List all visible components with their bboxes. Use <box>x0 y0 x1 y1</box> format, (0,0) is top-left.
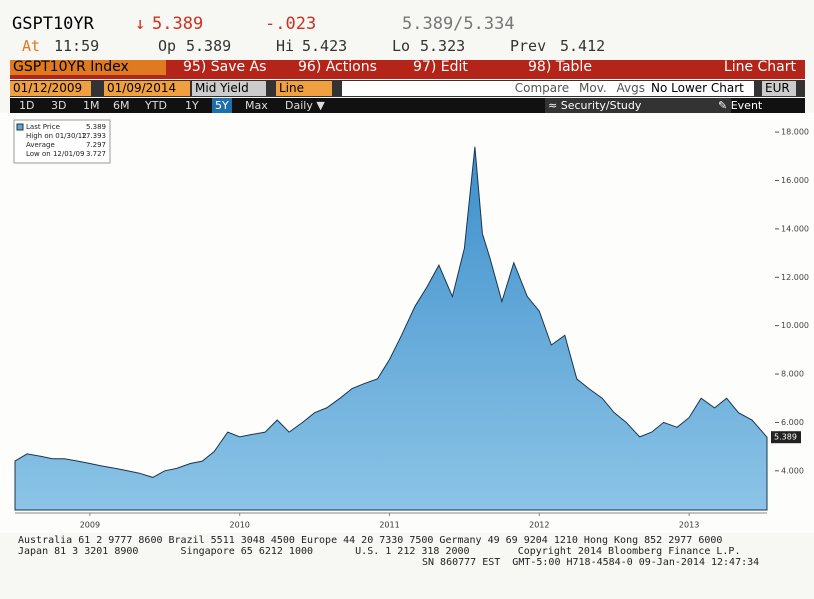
controls: 01/12/2009 01/09/2014 Mid Yield Line Com… <box>10 80 805 97</box>
y-tick-label: 4.000 <box>781 466 804 475</box>
legend-stat-label: High on 01/30/12 <box>26 132 87 140</box>
last-price-label: 5.389 <box>774 433 797 442</box>
legend-label: Last Price <box>26 123 60 131</box>
period-button[interactable]: 1M <box>83 99 100 112</box>
menu-item[interactable]: 95) Save As <box>183 59 267 75</box>
style[interactable]: Line <box>276 81 332 96</box>
menu-item[interactable]: 96) Actions <box>298 59 377 75</box>
compare-box[interactable]: Compare Mov. Avgs <box>342 81 648 96</box>
chart: 4.000 6.000 8.000 10.000 12.000 14.000 16.000 1… <box>0 113 814 533</box>
legend-swatch <box>16 123 24 131</box>
bid-ask: 5.389/5.334 <box>402 14 515 34</box>
open: 5.389 <box>186 37 232 55</box>
y-tick-label: 8.000 <box>781 370 804 379</box>
y-tick-label: 18.000 <box>781 128 809 137</box>
period-button[interactable]: YTD <box>145 99 167 112</box>
high: 5.423 <box>302 37 348 55</box>
period-button[interactable]: 1D <box>19 99 35 112</box>
lower-chart[interactable]: No Lower Chart <box>648 81 754 96</box>
y-tick-label: 10.000 <box>781 321 809 330</box>
period-button[interactable]: 3D <box>51 99 67 112</box>
last-price-tag <box>771 431 801 444</box>
end-date[interactable]: 01/09/2014 <box>104 81 190 96</box>
open-label: Op <box>158 37 177 55</box>
x-tick-label: 2012 <box>529 521 549 530</box>
footer-line: Japan 81 3 3201 8900 Singapore 65 6212 1… <box>18 546 741 557</box>
legend-value: 5.389 <box>86 123 106 131</box>
change-arrow: ↓ <box>135 14 146 34</box>
ticker: GSPT10YR <box>12 14 94 34</box>
period-bar: 1D 3D 1M 6M YTD 1Y 5Y Max Daily ▼ ≈ Security/St… <box>10 98 805 113</box>
area <box>14 146 768 511</box>
period-button[interactable]: 5Y <box>212 98 232 113</box>
menu-item[interactable]: 97) Edit <box>413 59 468 75</box>
change: -.023 <box>265 14 317 34</box>
currency[interactable]: EUR <box>762 81 796 96</box>
low-label: Lo <box>392 37 411 55</box>
security-label[interactable]: Security/Study <box>560 99 642 112</box>
index-name[interactable]: GSPT10YR Index <box>10 60 166 75</box>
price: 5.389 <box>152 14 204 34</box>
x-tick-label: 2009 <box>80 521 100 530</box>
period-button[interactable]: 1Y <box>185 99 199 112</box>
low: 5.323 <box>420 37 466 55</box>
menu-item[interactable]: 98) Table <box>528 59 592 75</box>
prev: 5.412 <box>560 37 606 55</box>
footer-line: SN 860777 EST GMT-5:00 H718-4584-0 09-Ja… <box>422 557 760 568</box>
y-tick-label: 12.000 <box>781 273 809 282</box>
event-label[interactable]: Event <box>730 99 763 112</box>
event[interactable]: ✎ Event <box>718 99 763 112</box>
x-tick-label: 2010 <box>230 521 250 530</box>
period-button[interactable]: 6M <box>113 99 130 112</box>
legend-stat-value: 3.727 <box>86 150 106 158</box>
x-tick-label: 2013 <box>679 521 699 530</box>
field[interactable]: Mid Yield <box>192 81 266 96</box>
legend-stat-label: Low on 12/01/09 <box>26 150 84 158</box>
frequency[interactable]: Daily ▼ <box>285 99 325 112</box>
start-date[interactable]: 01/12/2009 <box>10 81 91 96</box>
toolbar: GSPT10YR Index 95) Save As 96) Actions 97)… <box>10 60 805 79</box>
footer-line: Australia 61 2 9777 8600 Brazil 5511 304… <box>18 535 723 546</box>
mov-avgs[interactable]: Mov. Avgs <box>579 81 645 95</box>
y-tick-label: 14.000 <box>781 224 809 233</box>
compare[interactable]: Compare <box>514 81 570 95</box>
y-tick-label: 6.000 <box>781 418 804 427</box>
period-button[interactable]: Max <box>245 99 268 112</box>
y-tick-label: 16.000 <box>781 176 809 185</box>
legend <box>13 119 111 164</box>
time-label: At <box>22 37 41 55</box>
legend-stat-value: 17.393 <box>82 132 107 140</box>
high-label: Hi <box>276 37 295 55</box>
legend-stat-value: 7.297 <box>86 141 106 149</box>
x-tick-label: 2011 <box>379 521 399 530</box>
chart-mode[interactable]: Line Chart <box>723 59 796 75</box>
time: 11:59 <box>54 37 100 55</box>
prev-label: Prev <box>510 37 547 55</box>
legend-stat-label: Average <box>26 141 55 149</box>
security-study[interactable]: ≈ Security/Study <box>545 98 731 113</box>
